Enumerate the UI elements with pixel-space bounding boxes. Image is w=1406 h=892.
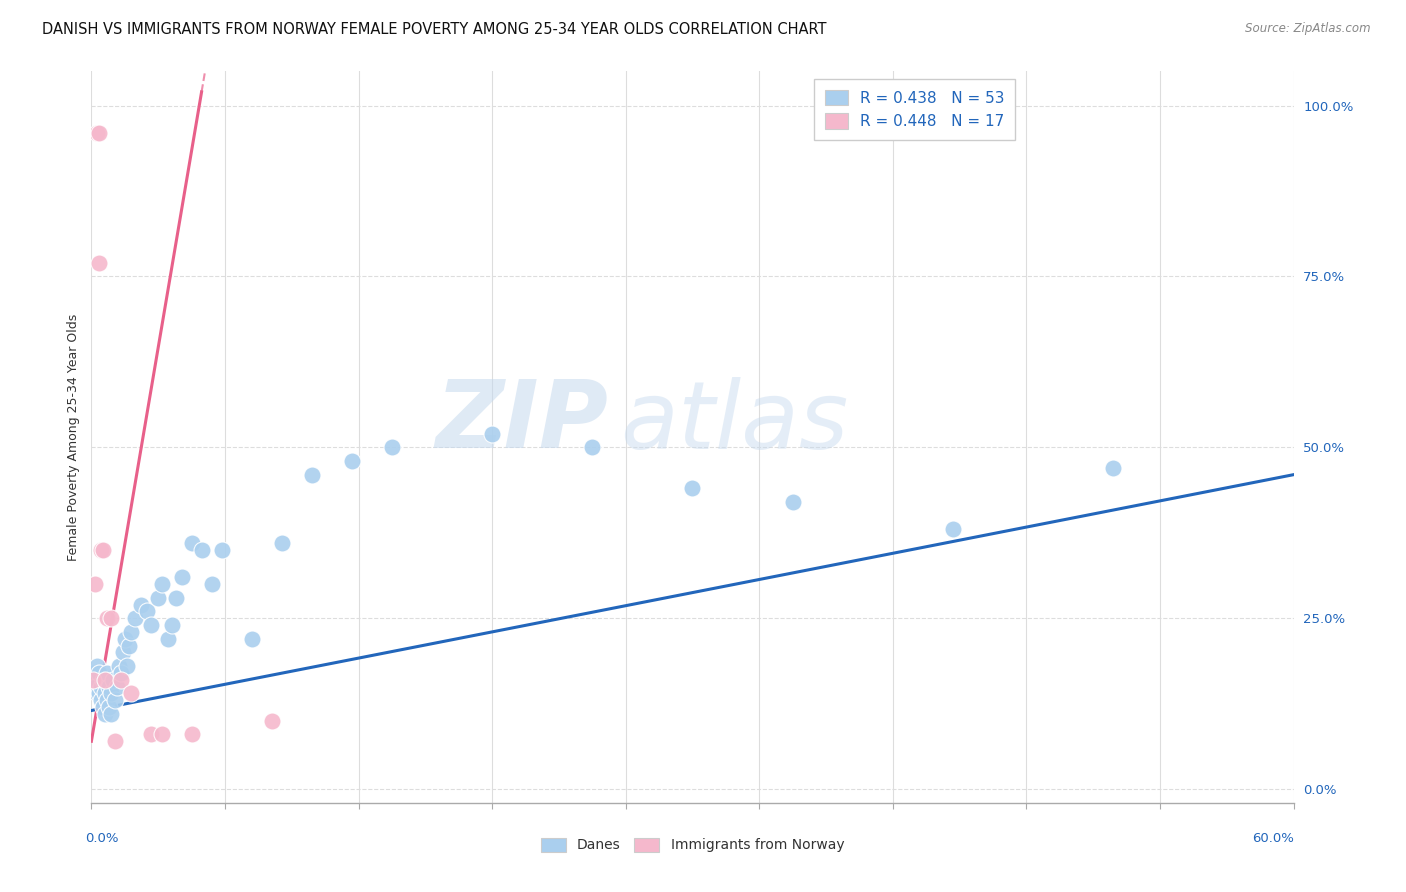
Point	[104, 734, 127, 748]
Point	[89, 126, 111, 140]
Point	[118, 639, 141, 653]
Point	[93, 542, 115, 557]
Point	[84, 680, 107, 694]
Point	[481, 426, 503, 441]
Text: 60.0%: 60.0%	[1251, 832, 1294, 845]
Point	[180, 727, 202, 741]
Point	[112, 645, 135, 659]
Point	[90, 542, 112, 557]
Point	[86, 686, 108, 700]
Point	[90, 680, 112, 694]
Point	[100, 686, 122, 700]
Point	[381, 440, 404, 454]
Point	[146, 591, 169, 605]
Point	[942, 522, 965, 536]
Y-axis label: Female Poverty Among 25-34 Year Olds: Female Poverty Among 25-34 Year Olds	[67, 313, 80, 561]
Point	[170, 570, 193, 584]
Point	[190, 542, 212, 557]
Point	[100, 706, 122, 721]
Point	[121, 624, 143, 639]
Point	[82, 673, 104, 687]
Point	[86, 659, 108, 673]
Point	[94, 673, 117, 687]
Point	[96, 665, 118, 680]
Point	[86, 126, 108, 140]
Point	[108, 659, 131, 673]
Point	[96, 611, 118, 625]
Point	[93, 700, 115, 714]
Legend: Danes, Immigrants from Norway: Danes, Immigrants from Norway	[536, 832, 849, 858]
Text: 0.0%: 0.0%	[86, 832, 120, 845]
Point	[117, 659, 139, 673]
Point	[84, 577, 107, 591]
Point	[89, 665, 111, 680]
Point	[156, 632, 179, 646]
Point	[165, 591, 187, 605]
Point	[121, 686, 143, 700]
Point	[98, 680, 121, 694]
Point	[89, 686, 111, 700]
Text: Source: ZipAtlas.com: Source: ZipAtlas.com	[1246, 22, 1371, 36]
Text: ZIP: ZIP	[436, 376, 609, 468]
Point	[110, 673, 132, 687]
Point	[160, 618, 183, 632]
Point	[782, 495, 804, 509]
Text: atlas: atlas	[620, 377, 849, 468]
Point	[270, 536, 292, 550]
Point	[240, 632, 263, 646]
Text: DANISH VS IMMIGRANTS FROM NORWAY FEMALE POVERTY AMONG 25-34 YEAR OLDS CORRELATIO: DANISH VS IMMIGRANTS FROM NORWAY FEMALE …	[42, 22, 827, 37]
Point	[114, 632, 136, 646]
Point	[104, 693, 127, 707]
Point	[90, 693, 112, 707]
Point	[103, 673, 125, 687]
Point	[100, 611, 122, 625]
Point	[89, 256, 111, 270]
Point	[150, 577, 173, 591]
Point	[136, 604, 159, 618]
Point	[211, 542, 233, 557]
Point	[260, 714, 283, 728]
Point	[180, 536, 202, 550]
Point	[581, 440, 603, 454]
Point	[94, 686, 117, 700]
Point	[141, 727, 163, 741]
Point	[301, 467, 323, 482]
Point	[93, 673, 115, 687]
Point	[201, 577, 224, 591]
Point	[107, 680, 129, 694]
Point	[110, 665, 132, 680]
Point	[98, 700, 121, 714]
Point	[340, 454, 363, 468]
Point	[1102, 460, 1125, 475]
Point	[82, 665, 104, 680]
Point	[96, 693, 118, 707]
Point	[94, 706, 117, 721]
Point	[131, 598, 153, 612]
Point	[681, 481, 703, 495]
Point	[124, 611, 146, 625]
Point	[150, 727, 173, 741]
Point	[141, 618, 163, 632]
